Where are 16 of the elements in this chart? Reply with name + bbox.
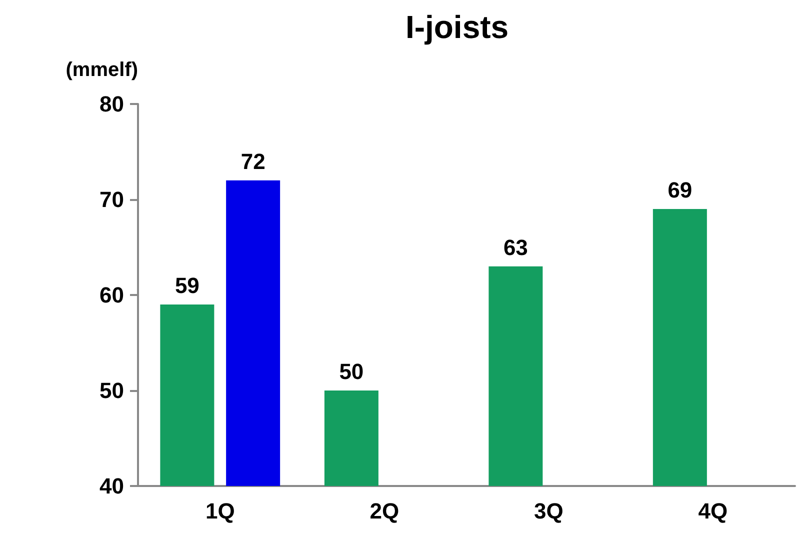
y-tick-label: 60	[100, 282, 124, 308]
x-tick-label: 3Q	[534, 498, 564, 524]
data-label: 72	[240, 148, 266, 174]
y-axis-title: (mmelf)	[66, 59, 138, 81]
data-label: 69	[668, 178, 692, 203]
data-label: 50	[339, 359, 364, 384]
x-tick-label: 2Q	[370, 498, 400, 524]
y-tick-label: 50	[100, 378, 124, 403]
y-tick-label: 80	[100, 92, 124, 116]
y-tick-label: 70	[100, 187, 124, 212]
data-label: 59	[174, 273, 200, 298]
x-tick-label: 1Q	[205, 498, 235, 524]
data-label: 63	[503, 234, 528, 260]
x-tick-label: 4Q	[698, 498, 728, 524]
chart-title: I-joists	[405, 9, 509, 45]
y-tick-label: 40	[100, 474, 124, 498]
